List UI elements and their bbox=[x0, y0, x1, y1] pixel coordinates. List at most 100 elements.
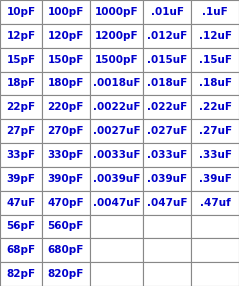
Bar bbox=[191, 119, 239, 143]
Text: .01uF: .01uF bbox=[151, 7, 184, 17]
Bar bbox=[0, 238, 42, 262]
Text: 22pF: 22pF bbox=[6, 102, 35, 112]
Bar bbox=[0, 143, 42, 167]
Bar bbox=[90, 214, 143, 238]
Bar bbox=[191, 24, 239, 48]
Bar bbox=[90, 143, 143, 167]
Text: .033uF: .033uF bbox=[147, 150, 187, 160]
Bar bbox=[143, 214, 191, 238]
Bar bbox=[143, 262, 191, 286]
Text: 33pF: 33pF bbox=[6, 150, 35, 160]
Bar bbox=[0, 214, 42, 238]
Bar bbox=[143, 191, 191, 214]
Text: 680pF: 680pF bbox=[48, 245, 84, 255]
Bar bbox=[42, 72, 90, 95]
Bar bbox=[90, 262, 143, 286]
Text: .33uF: .33uF bbox=[199, 150, 232, 160]
Bar bbox=[0, 262, 42, 286]
Text: .039uF: .039uF bbox=[147, 174, 187, 184]
Text: .0022uF: .0022uF bbox=[93, 102, 140, 112]
Text: .22uF: .22uF bbox=[199, 102, 232, 112]
Bar bbox=[143, 0, 191, 24]
Text: 820pF: 820pF bbox=[48, 269, 84, 279]
Bar bbox=[191, 72, 239, 95]
Text: .047uF: .047uF bbox=[147, 198, 188, 208]
Bar bbox=[143, 95, 191, 119]
Text: 120pF: 120pF bbox=[48, 31, 84, 41]
Text: .027uF: .027uF bbox=[147, 126, 187, 136]
Text: 560pF: 560pF bbox=[48, 221, 84, 231]
Bar bbox=[143, 238, 191, 262]
Text: .015uF: .015uF bbox=[147, 55, 187, 65]
Bar bbox=[143, 24, 191, 48]
Bar bbox=[42, 262, 90, 286]
Bar bbox=[143, 167, 191, 191]
Text: 330pF: 330pF bbox=[48, 150, 84, 160]
Text: 1000pF: 1000pF bbox=[95, 7, 138, 17]
Text: 100pF: 100pF bbox=[48, 7, 84, 17]
Bar bbox=[191, 238, 239, 262]
Text: 470pF: 470pF bbox=[47, 198, 84, 208]
Text: 270pF: 270pF bbox=[48, 126, 84, 136]
Bar bbox=[90, 0, 143, 24]
Text: 68pF: 68pF bbox=[6, 245, 35, 255]
Text: 82pF: 82pF bbox=[6, 269, 35, 279]
Bar bbox=[42, 167, 90, 191]
Bar bbox=[90, 167, 143, 191]
Text: 220pF: 220pF bbox=[48, 102, 84, 112]
Bar bbox=[0, 0, 42, 24]
Bar bbox=[90, 191, 143, 214]
Text: .39uF: .39uF bbox=[199, 174, 232, 184]
Text: 18pF: 18pF bbox=[6, 78, 35, 88]
Text: .0039uF: .0039uF bbox=[93, 174, 140, 184]
Bar bbox=[90, 72, 143, 95]
Bar bbox=[0, 191, 42, 214]
Bar bbox=[191, 214, 239, 238]
Bar bbox=[143, 72, 191, 95]
Text: .1uF: .1uF bbox=[202, 7, 228, 17]
Bar bbox=[0, 24, 42, 48]
Bar bbox=[90, 238, 143, 262]
Bar bbox=[42, 214, 90, 238]
Bar bbox=[42, 143, 90, 167]
Bar bbox=[42, 191, 90, 214]
Bar bbox=[42, 48, 90, 72]
Text: .0047uF: .0047uF bbox=[93, 198, 140, 208]
Bar bbox=[191, 95, 239, 119]
Bar bbox=[143, 119, 191, 143]
Bar bbox=[0, 72, 42, 95]
Text: 1200pF: 1200pF bbox=[95, 31, 138, 41]
Bar bbox=[143, 48, 191, 72]
Text: 47uF: 47uF bbox=[6, 198, 36, 208]
Bar bbox=[42, 238, 90, 262]
Bar bbox=[191, 191, 239, 214]
Bar bbox=[191, 48, 239, 72]
Text: .022uF: .022uF bbox=[147, 102, 187, 112]
Text: .18uF: .18uF bbox=[199, 78, 232, 88]
Text: 150pF: 150pF bbox=[48, 55, 84, 65]
Bar bbox=[191, 262, 239, 286]
Text: .27uF: .27uF bbox=[199, 126, 232, 136]
Bar bbox=[0, 119, 42, 143]
Bar bbox=[90, 119, 143, 143]
Bar bbox=[0, 48, 42, 72]
Text: 1500pF: 1500pF bbox=[95, 55, 138, 65]
Text: 180pF: 180pF bbox=[48, 78, 84, 88]
Text: 390pF: 390pF bbox=[48, 174, 84, 184]
Text: 12pF: 12pF bbox=[6, 31, 35, 41]
Bar bbox=[191, 143, 239, 167]
Text: 56pF: 56pF bbox=[6, 221, 35, 231]
Text: .47uf: .47uf bbox=[200, 198, 230, 208]
Bar bbox=[90, 24, 143, 48]
Text: .15uF: .15uF bbox=[199, 55, 232, 65]
Text: .018uF: .018uF bbox=[147, 78, 187, 88]
Bar bbox=[90, 48, 143, 72]
Text: .12uF: .12uF bbox=[199, 31, 232, 41]
Bar bbox=[0, 95, 42, 119]
Text: .0018uF: .0018uF bbox=[93, 78, 140, 88]
Bar bbox=[42, 24, 90, 48]
Bar bbox=[90, 95, 143, 119]
Text: 10pF: 10pF bbox=[6, 7, 35, 17]
Text: 39pF: 39pF bbox=[6, 174, 35, 184]
Bar bbox=[0, 167, 42, 191]
